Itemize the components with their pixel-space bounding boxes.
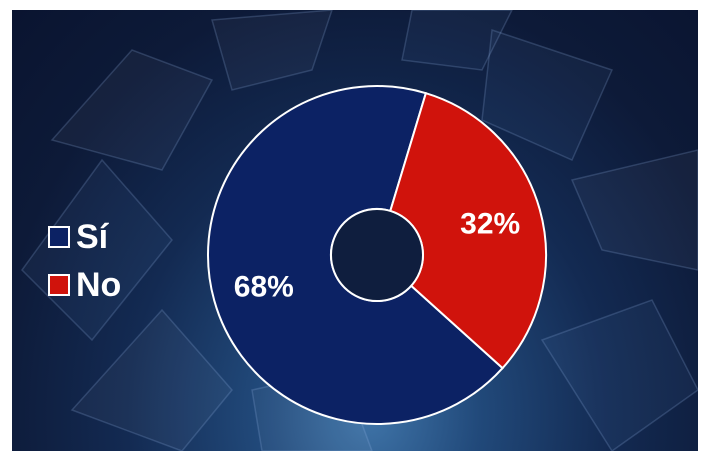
legend-swatch-si	[48, 226, 70, 248]
background-shard	[540, 299, 698, 451]
slice-label-no: 32%	[460, 207, 520, 240]
legend-label-si: Sí	[76, 218, 109, 256]
background-shard	[570, 149, 698, 271]
legend-item-si: Sí	[48, 213, 121, 261]
background-shard	[50, 49, 214, 171]
legend-label-no: No	[76, 266, 122, 304]
legend-swatch-no	[48, 274, 70, 296]
legend: Sí No	[48, 213, 121, 309]
slice-label-si: 68%	[234, 271, 294, 304]
background-shard	[70, 308, 233, 451]
donut-chart: 68% 32%	[207, 85, 547, 425]
chart-frame: 68% 32% Sí No	[12, 10, 698, 451]
background-shard	[211, 10, 333, 91]
background-shard	[401, 10, 513, 71]
legend-item-no: No	[48, 261, 121, 309]
donut-hole	[330, 208, 424, 302]
background-shard	[481, 28, 614, 161]
